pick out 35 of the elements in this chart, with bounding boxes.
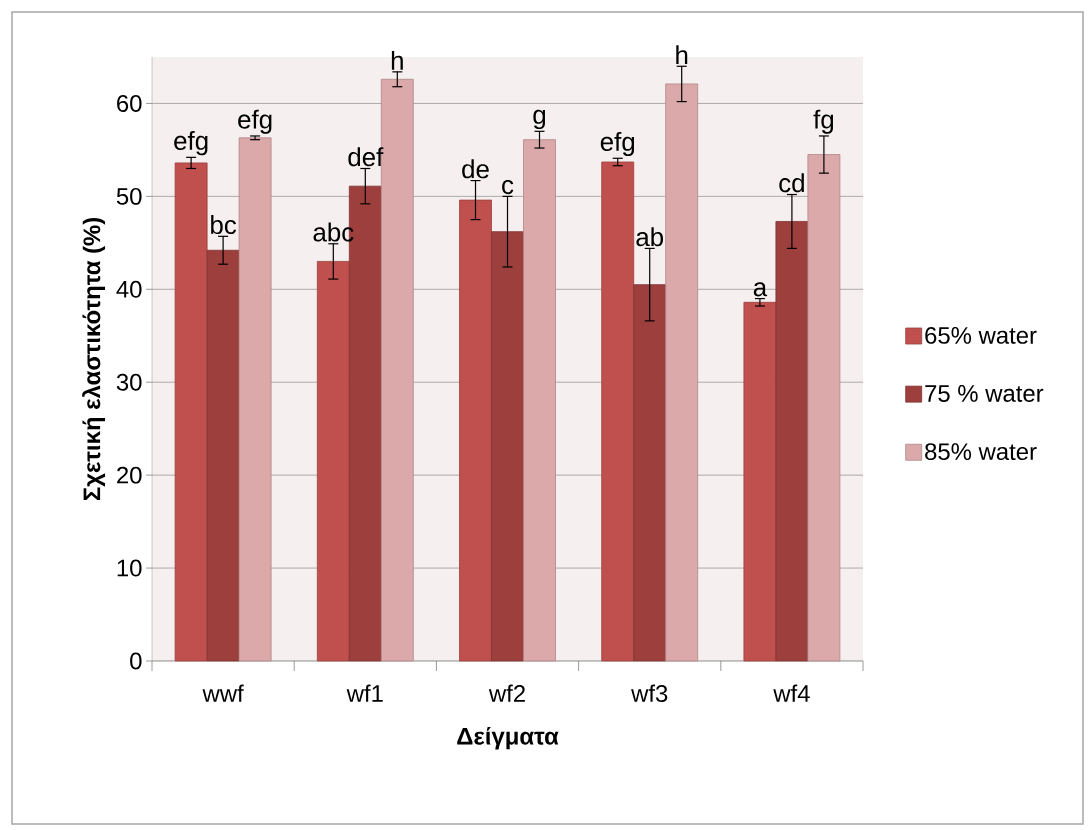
y-tick-label: 40: [116, 280, 142, 298]
data-label: cd: [779, 173, 804, 193]
y-tick-label: 20: [117, 466, 142, 484]
bar: [665, 83, 699, 662]
data-label: fg: [813, 109, 834, 134]
y-axis-title: Σχετική ελαστικότητα (%): [82, 217, 106, 501]
x-tick-label: wf4: [773, 684, 810, 702]
y-tick-label: 60: [117, 94, 142, 112]
data-label: efg: [174, 131, 208, 156]
data-label: def: [348, 147, 384, 167]
data-label: g: [533, 109, 546, 130]
bar: [523, 139, 556, 662]
data-label: de: [462, 159, 489, 179]
data-label: bc: [211, 215, 237, 235]
x-tick-label: wwf: [202, 684, 244, 702]
bar: [807, 154, 841, 662]
y-tick-label: 10: [117, 559, 142, 577]
legend-label: 65% water: [925, 326, 1037, 344]
data-label: c: [502, 179, 514, 195]
x-axis-title: Δείγματα: [457, 726, 559, 750]
bar: [238, 137, 272, 662]
y-tick-label: 30: [116, 373, 142, 391]
legend-label: 85% water: [925, 443, 1037, 461]
y-tick-label: 50: [116, 187, 142, 205]
x-tick-label: wf1: [346, 684, 383, 702]
y-tick-label: 0: [130, 652, 142, 670]
legend-label: 75 % water: [925, 385, 1044, 402]
x-tick-label: wf3: [631, 684, 668, 703]
x-tick-label: wf2: [488, 684, 525, 702]
data-label: a: [753, 282, 768, 297]
data-label: h: [676, 45, 688, 65]
data-label: efg: [600, 131, 635, 157]
data-label: h: [391, 50, 403, 70]
data-label: ab: [636, 227, 664, 247]
data-label: efg: [238, 109, 272, 134]
